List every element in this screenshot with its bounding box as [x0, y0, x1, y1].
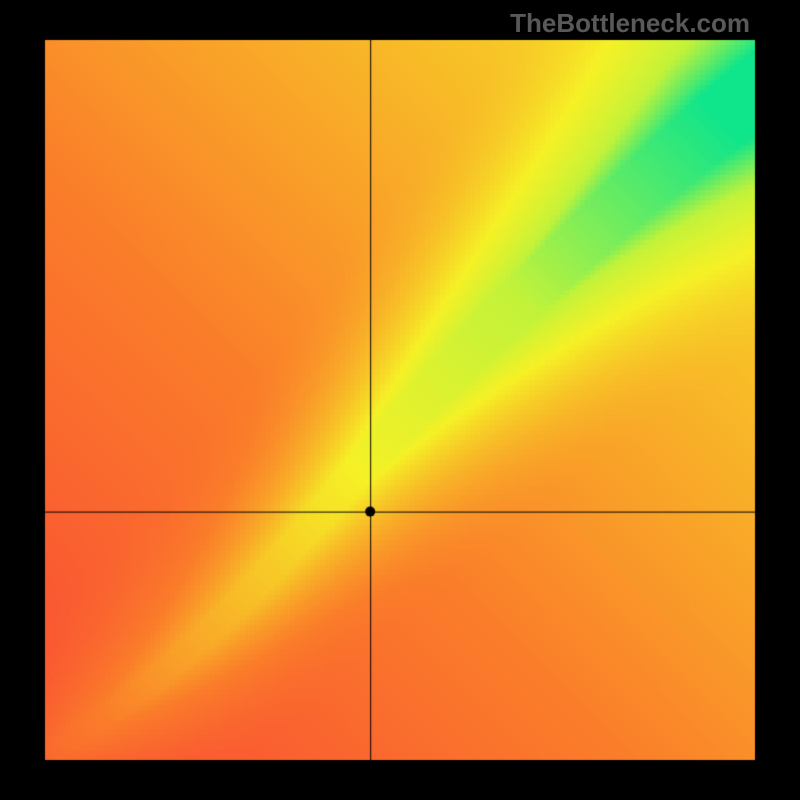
bottleneck-heatmap — [0, 0, 800, 800]
watermark-text: TheBottleneck.com — [510, 8, 750, 39]
chart-container: TheBottleneck.com — [0, 0, 800, 800]
